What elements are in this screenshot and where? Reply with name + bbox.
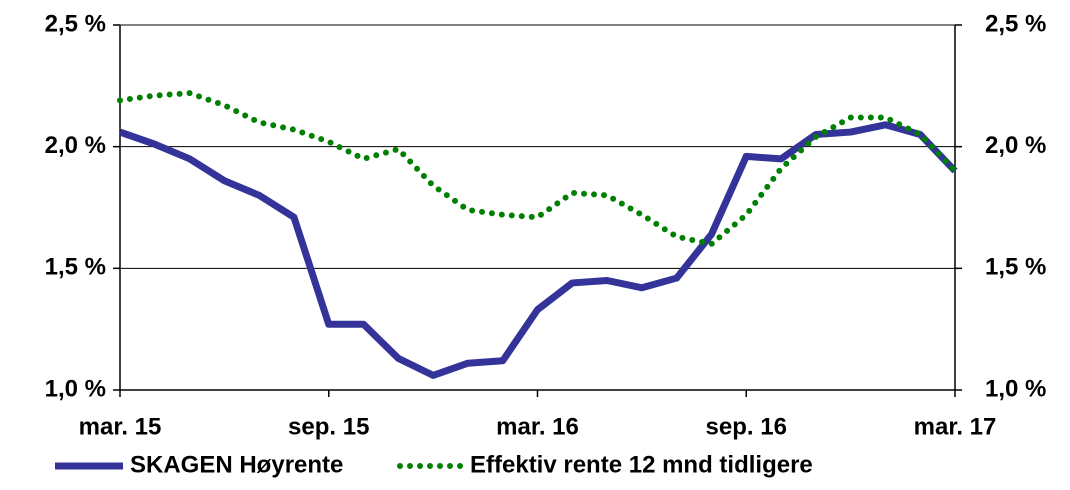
x-tick-label: mar. 17: [914, 413, 997, 440]
y2-tick-label: 2,5 %: [985, 10, 1046, 37]
series-line: [117, 90, 958, 247]
x-tick-label: sep. 15: [288, 413, 369, 440]
y-tick-label: 2,0 %: [45, 132, 106, 159]
x-tick-label: mar. 16: [496, 413, 579, 440]
legend-label: Effektiv rente 12 mnd tidligere: [470, 451, 813, 478]
y2-tick-label: 1,5 %: [985, 254, 1046, 281]
legend-label: SKAGEN Høyrente: [130, 451, 343, 478]
y-tick-label: 1,0 %: [45, 375, 106, 402]
y-tick-label: 2,5 %: [45, 10, 106, 37]
y2-tick-label: 1,0 %: [985, 375, 1046, 402]
y-tick-label: 1,5 %: [45, 254, 106, 281]
x-tick-label: sep. 16: [706, 413, 787, 440]
x-tick-label: mar. 15: [79, 413, 162, 440]
series-line: [118, 121, 958, 379]
y2-tick-label: 2,0 %: [985, 132, 1046, 159]
